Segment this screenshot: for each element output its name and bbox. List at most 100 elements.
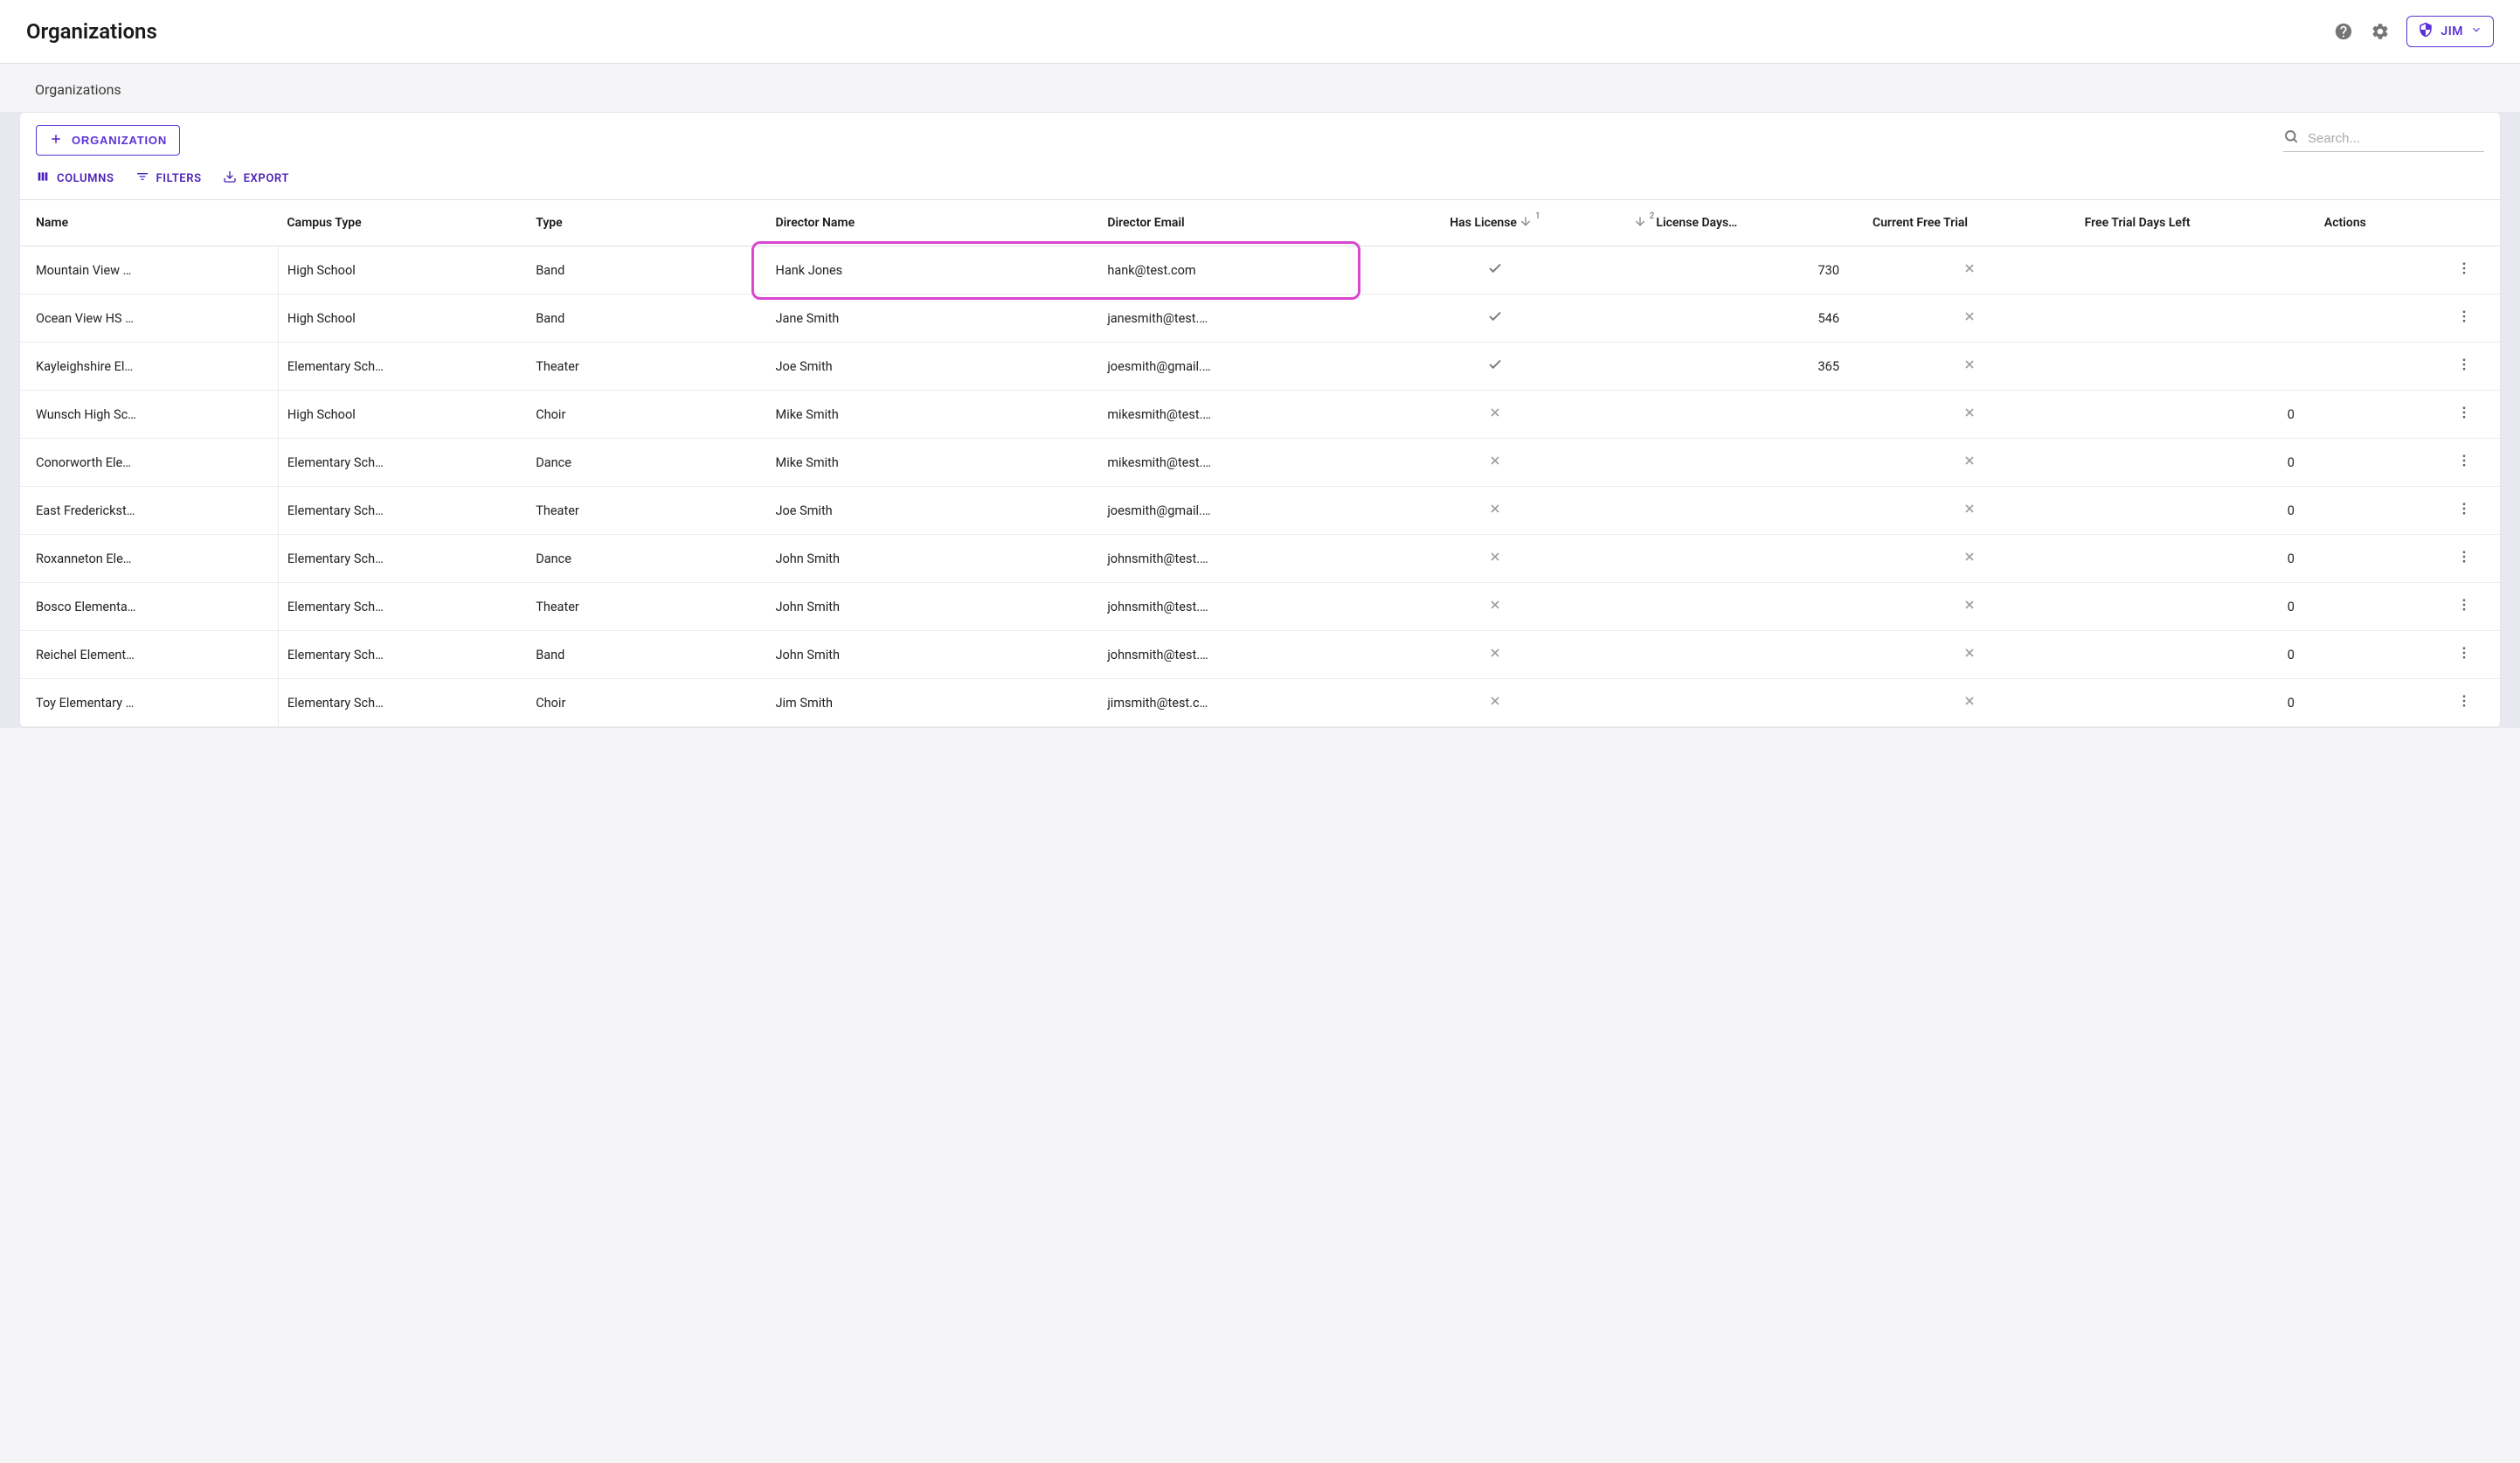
columns-button[interactable]: COLUMNS — [36, 170, 114, 187]
cell-name: Mountain View … — [20, 246, 278, 295]
table-row[interactable]: Ocean View HS …High SchoolBandJane Smith… — [20, 295, 2500, 343]
cell-director-name: Jane Smith — [767, 295, 1099, 343]
cell-name: Reichel Element… — [20, 631, 278, 679]
column-header-actions[interactable]: Actions — [2316, 200, 2500, 246]
table-header-row: Name Campus Type Type Director Name Dire… — [20, 200, 2500, 246]
search-icon — [2283, 128, 2299, 148]
cell-trial-days-left — [2076, 246, 2316, 295]
cell-actions — [2316, 246, 2500, 295]
table-row[interactable]: Conorworth Ele…Elementary Sch…DanceMike … — [20, 439, 2500, 487]
cell-type: Dance — [527, 535, 766, 583]
more-actions-icon[interactable] — [2456, 601, 2472, 616]
more-actions-icon[interactable] — [2456, 265, 2472, 280]
table-wrapper: Name Campus Type Type Director Name Dire… — [20, 199, 2500, 727]
cell-director-email: janesmith@test.… — [1098, 295, 1366, 343]
cell-actions — [2316, 631, 2500, 679]
more-actions-icon[interactable] — [2456, 553, 2472, 568]
x-icon — [1488, 454, 1502, 468]
cell-director-email: joesmith@gmail.… — [1098, 343, 1366, 391]
table-row[interactable]: Toy Elementary …Elementary Sch…ChoirJim … — [20, 679, 2500, 727]
cell-trial-days-left: 0 — [2076, 583, 2316, 631]
table-row[interactable]: Reichel Element…Elementary Sch…BandJohn … — [20, 631, 2500, 679]
column-header-has-license[interactable]: Has License 1 — [1366, 200, 1623, 246]
cell-name: Roxanneton Ele… — [20, 535, 278, 583]
cell-current-trial — [1864, 391, 2076, 439]
more-actions-icon[interactable] — [2456, 697, 2472, 712]
user-menu[interactable]: JIM — [2406, 16, 2494, 47]
breadcrumb: Organizations — [35, 81, 121, 98]
download-icon — [223, 170, 237, 187]
cell-type: Theater — [527, 487, 766, 535]
cell-director-name: John Smith — [767, 535, 1099, 583]
cell-has-license — [1366, 679, 1623, 727]
cell-has-license — [1366, 439, 1623, 487]
cell-license-days: 730 — [1624, 246, 1864, 295]
cell-trial-days-left: 0 — [2076, 439, 2316, 487]
content-panel: ORGANIZATION COLUMNS FILTERS — [19, 112, 2501, 728]
column-header-director-email[interactable]: Director Email — [1098, 200, 1366, 246]
cell-license-days — [1624, 679, 1864, 727]
columns-label: COLUMNS — [57, 172, 114, 185]
column-header-trial-days-left[interactable]: Free Trial Days Left — [2076, 200, 2316, 246]
filters-label: FILTERS — [156, 172, 202, 185]
table-row[interactable]: Kayleighshire El…Elementary Sch…TheaterJ… — [20, 343, 2500, 391]
cell-actions — [2316, 535, 2500, 583]
cell-actions — [2316, 583, 2500, 631]
column-header-campus-type[interactable]: Campus Type — [278, 200, 527, 246]
cell-actions — [2316, 391, 2500, 439]
x-icon — [1963, 550, 1977, 564]
export-button[interactable]: EXPORT — [223, 170, 289, 187]
column-header-name[interactable]: Name — [20, 200, 278, 246]
cell-license-days — [1624, 487, 1864, 535]
header-bar: Organizations JIM — [0, 0, 2520, 64]
cell-type: Choir — [527, 679, 766, 727]
search-box[interactable] — [2283, 128, 2484, 152]
column-header-license-days[interactable]: 2 License Days… — [1624, 200, 1864, 246]
add-organization-button[interactable]: ORGANIZATION — [36, 125, 180, 156]
cell-name: Wunsch High Sc… — [20, 391, 278, 439]
cell-has-license — [1366, 295, 1623, 343]
cell-director-name: Joe Smith — [767, 343, 1099, 391]
cell-trial-days-left: 0 — [2076, 631, 2316, 679]
table-row[interactable]: Wunsch High Sc…High SchoolChoirMike Smit… — [20, 391, 2500, 439]
x-icon — [1963, 454, 1977, 468]
x-icon — [1963, 598, 1977, 612]
table-row[interactable]: East Frederickst…Elementary Sch…TheaterJ… — [20, 487, 2500, 535]
cell-current-trial — [1864, 343, 2076, 391]
help-icon[interactable] — [2333, 21, 2354, 42]
chevron-down-icon — [2470, 24, 2482, 39]
cell-current-trial — [1864, 535, 2076, 583]
column-header-current-trial[interactable]: Current Free Trial — [1864, 200, 2076, 246]
more-actions-icon[interactable] — [2456, 505, 2472, 520]
more-actions-icon[interactable] — [2456, 457, 2472, 472]
header-actions: JIM — [2333, 16, 2494, 47]
table-row[interactable]: Roxanneton Ele…Elementary Sch…DanceJohn … — [20, 535, 2500, 583]
cell-has-license — [1366, 583, 1623, 631]
x-icon — [1963, 502, 1977, 516]
table-row[interactable]: Mountain View …High SchoolBandHank Jones… — [20, 246, 2500, 295]
cell-director-name: Hank Jones — [767, 246, 1099, 295]
cell-type: Band — [527, 246, 766, 295]
more-actions-icon[interactable] — [2456, 361, 2472, 376]
cell-trial-days-left — [2076, 343, 2316, 391]
more-actions-icon[interactable] — [2456, 409, 2472, 424]
cell-campus-type: High School — [278, 246, 527, 295]
cell-actions — [2316, 679, 2500, 727]
x-icon — [1488, 646, 1502, 660]
check-icon — [1487, 357, 1503, 372]
settings-icon[interactable] — [2370, 21, 2391, 42]
column-header-director-name[interactable]: Director Name — [767, 200, 1099, 246]
cell-name: Conorworth Ele… — [20, 439, 278, 487]
cell-campus-type: Elementary Sch… — [278, 343, 527, 391]
filters-button[interactable]: FILTERS — [135, 170, 202, 187]
columns-icon — [36, 170, 50, 187]
table-row[interactable]: Bosco Elementa…Elementary Sch…TheaterJoh… — [20, 583, 2500, 631]
more-actions-icon[interactable] — [2456, 313, 2472, 328]
column-header-type[interactable]: Type — [527, 200, 766, 246]
x-icon — [1963, 309, 1977, 323]
search-input[interactable] — [2308, 131, 2484, 146]
cell-director-name: John Smith — [767, 583, 1099, 631]
organizations-table: Name Campus Type Type Director Name Dire… — [20, 199, 2500, 727]
more-actions-icon[interactable] — [2456, 649, 2472, 664]
x-icon — [1963, 646, 1977, 660]
